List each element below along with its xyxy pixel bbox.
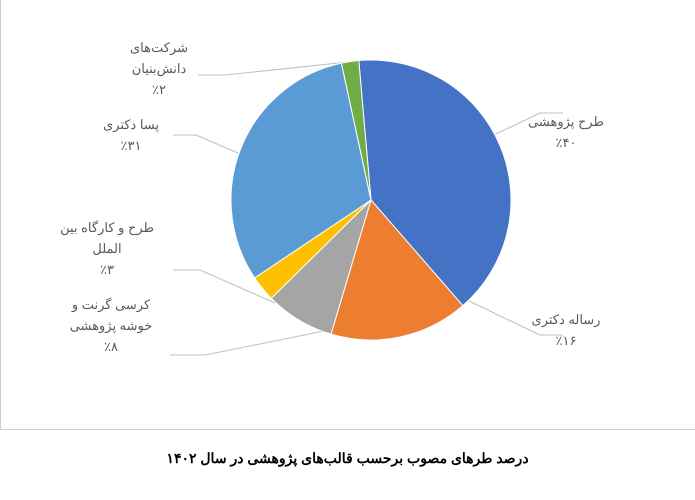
pie-svg — [231, 60, 511, 340]
slice-label: شرکت‌های دانش‌بنیان ٪۲ — [130, 38, 188, 100]
leader-line — [173, 135, 238, 153]
slice-label: رساله دکتری ٪۱۶ — [532, 310, 601, 352]
slice-label: طرح پژوهشی ٪۴۰ — [528, 112, 604, 154]
slice-label: پسا دکتری ٪۳۱ — [103, 115, 159, 157]
chart-caption: درصد طرهای مصوب برحسب قالب‌های پژوهشی در… — [0, 450, 695, 467]
pie-wrap — [231, 60, 511, 340]
slice-label: کرسی گرنت و خوشه پژوهشی ٪۸ — [70, 295, 153, 357]
slice-label: طرح و کارگاه بین الملل ٪۳ — [60, 218, 154, 280]
pie-chart: طرح پژوهشی ٪۴۰ رساله دکتری ٪۱۶ کرسی گرنت و… — [0, 0, 695, 430]
